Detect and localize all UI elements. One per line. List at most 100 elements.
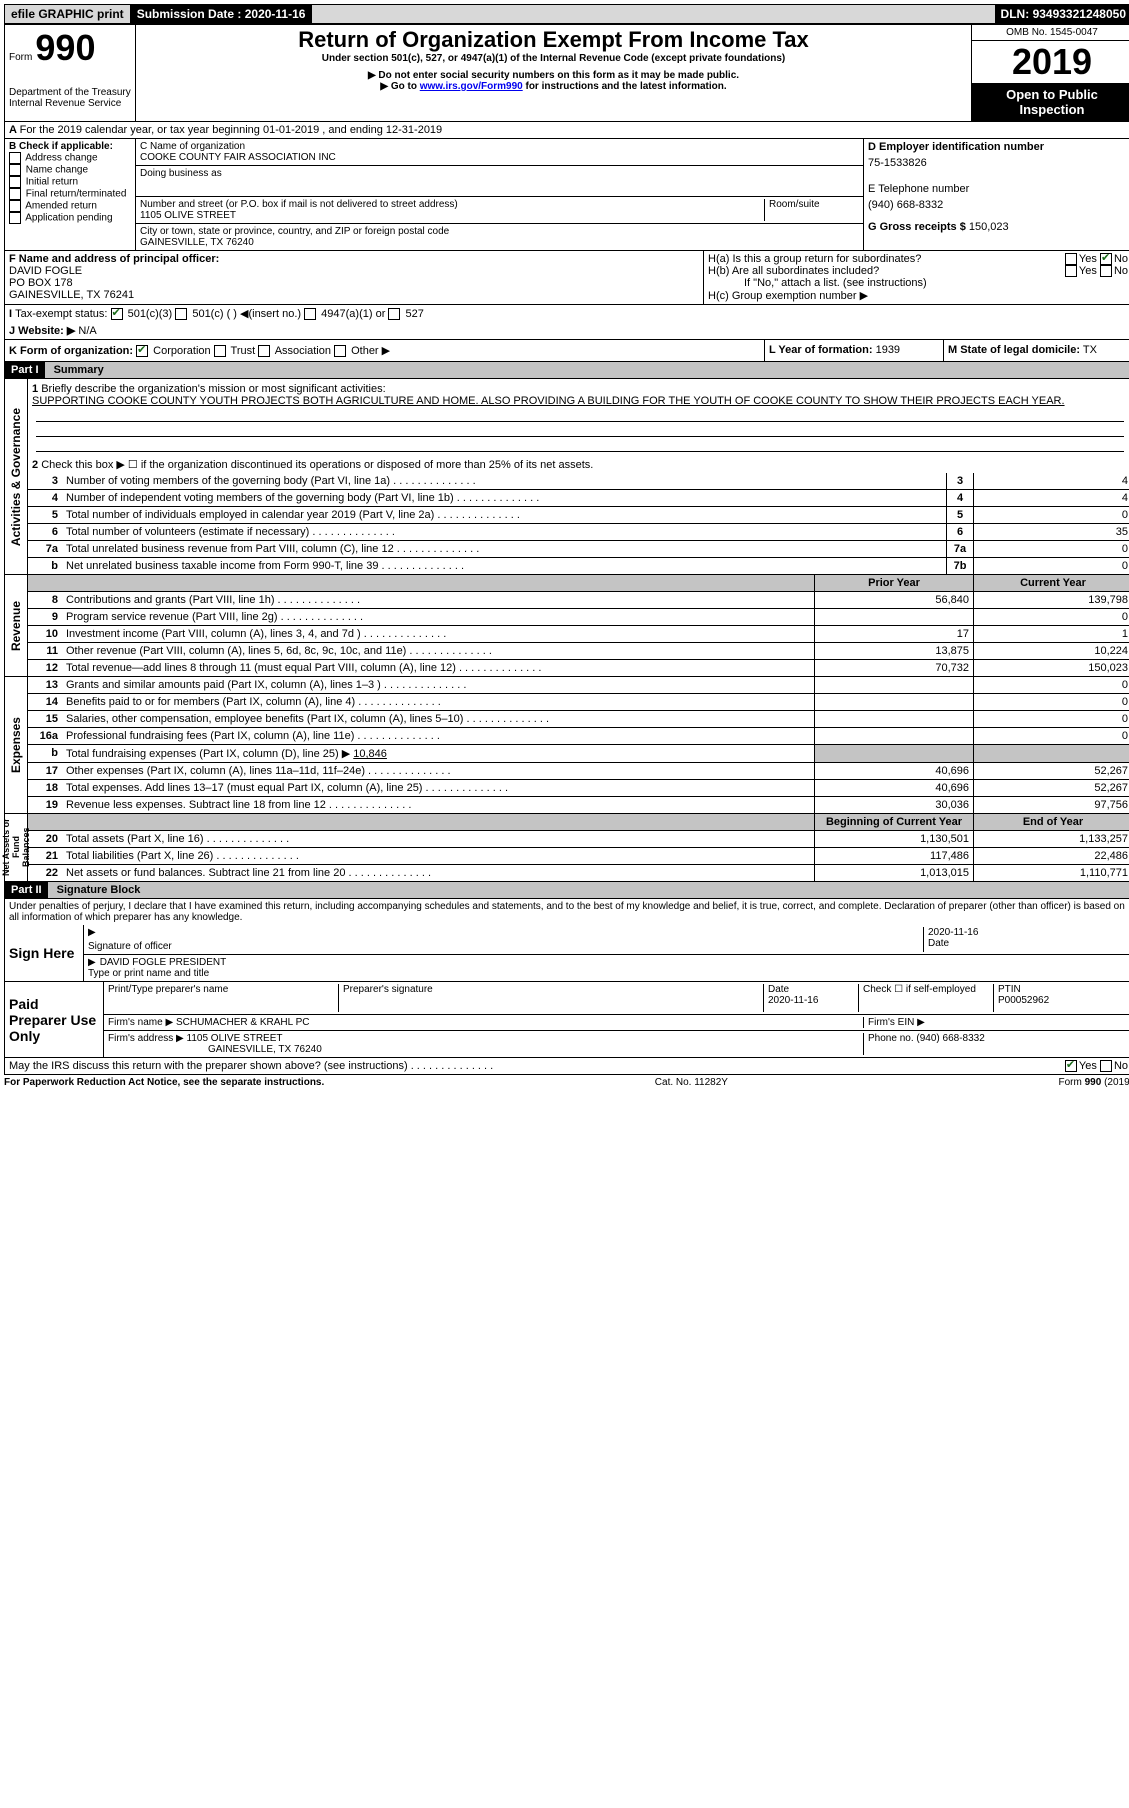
current-value: 0: [973, 609, 1129, 625]
line-value: 4: [973, 473, 1129, 489]
current-value: 52,267: [973, 780, 1129, 796]
current-value: 97,756: [973, 797, 1129, 813]
tax-status-label: Tax-exempt status:: [15, 308, 107, 320]
line-label: Other revenue (Part VIII, column (A), li…: [66, 645, 406, 657]
boxb-checkbox[interactable]: [9, 212, 21, 224]
boxk-checkbox[interactable]: [214, 345, 226, 357]
year-formation: 1939: [876, 344, 900, 356]
side-exp: Expenses: [9, 713, 23, 777]
dept-label: Department of the Treasury Internal Reve…: [9, 87, 131, 109]
line-label: Benefits paid to or for members (Part IX…: [66, 696, 355, 708]
discuss-yes-checkbox[interactable]: [1065, 1060, 1077, 1072]
l2-text: Check this box ▶ ☐ if the organization d…: [41, 459, 593, 471]
tax-status-row: I Tax-exempt status: 501(c)(3) 501(c) ( …: [9, 307, 708, 320]
form-number: 990: [35, 27, 95, 68]
period-line: A For the 2019 calendar year, or tax yea…: [4, 122, 1129, 139]
line-label: Net unrelated business taxable income fr…: [66, 560, 378, 572]
hb-no-checkbox[interactable]: [1100, 265, 1112, 277]
4947-checkbox[interactable]: [304, 308, 316, 320]
current-value: 52,267: [973, 763, 1129, 779]
line-box: 4: [946, 490, 973, 506]
note-ssn: ▶ Do not enter social security numbers o…: [140, 70, 967, 81]
discuss-label: May the IRS discuss this return with the…: [9, 1060, 408, 1072]
domicile-value: TX: [1083, 344, 1097, 356]
line-label: Total number of individuals employed in …: [66, 509, 434, 521]
boxk-checkbox[interactable]: [334, 345, 346, 357]
section-revenue: Revenue Prior Year Current Year 8 Contri…: [4, 575, 1129, 677]
side-ag: Activities & Governance: [9, 404, 23, 550]
boxb-checkbox[interactable]: [9, 164, 21, 176]
boxb-checkbox[interactable]: [9, 188, 21, 200]
footer-left: For Paperwork Reduction Act Notice, see …: [4, 1077, 324, 1088]
gross-value: 150,023: [969, 221, 1009, 233]
ha-yes-checkbox[interactable]: [1065, 253, 1077, 265]
box-h: H(a) Is this a group return for subordin…: [703, 251, 1129, 304]
527-checkbox[interactable]: [388, 308, 400, 320]
no-text: No: [1114, 265, 1128, 277]
line-box: 5: [946, 507, 973, 523]
line-label: Investment income (Part VIII, column (A)…: [66, 628, 361, 640]
line-box: 6: [946, 524, 973, 540]
part2-title: Signature Block: [51, 884, 141, 896]
boxb-checkbox[interactable]: [9, 176, 21, 188]
boxb-checkbox[interactable]: [9, 200, 21, 212]
discuss-no-checkbox[interactable]: [1100, 1060, 1112, 1072]
line-label: Number of independent voting members of …: [66, 492, 454, 504]
line-label: Contributions and grants (Part VIII, lin…: [66, 594, 275, 606]
boxk-checkbox[interactable]: [136, 345, 148, 357]
no-text: No: [1114, 1060, 1128, 1072]
current-value: 22,486: [973, 848, 1129, 864]
prior-value: 56,840: [814, 592, 973, 608]
boxb-item-label: Initial return: [26, 177, 78, 188]
form-org-label: K Form of organization:: [9, 345, 133, 357]
l16b-label: Total fundraising expenses (Part IX, col…: [66, 748, 350, 760]
dba-label: Doing business as: [140, 168, 859, 179]
part1-title: Summary: [48, 364, 104, 376]
current-value: 1: [973, 626, 1129, 642]
boxk-opt-label: Association: [272, 345, 334, 357]
fh-block: F Name and address of principal officer:…: [4, 251, 1129, 305]
hb-note: If "No," attach a list. (see instruction…: [708, 277, 1128, 289]
city-label: City or town, state or province, country…: [140, 226, 859, 237]
section-activities-governance: Activities & Governance 1 Briefly descri…: [4, 379, 1129, 575]
prior-value: [814, 728, 973, 744]
line-box: 3: [946, 473, 973, 489]
firm-addr1: 1105 OLIVE STREET: [187, 1033, 283, 1044]
ein-value: 75-1533826: [868, 153, 1128, 183]
section-net-assets: Net Assets or Fund Balances Beginning of…: [4, 814, 1129, 882]
website-label: J Website: ▶: [9, 325, 75, 337]
prior-value: 1,013,015: [814, 865, 973, 881]
page-footer: For Paperwork Reduction Act Notice, see …: [4, 1075, 1129, 1090]
501c3-checkbox[interactable]: [111, 308, 123, 320]
period-text: For the 2019 calendar year, or tax year …: [20, 124, 443, 136]
goto-post: for instructions and the latest informat…: [523, 81, 727, 92]
form990-link[interactable]: www.irs.gov/Form990: [420, 81, 523, 92]
org-name: COOKE COUNTY FAIR ASSOCIATION INC: [140, 152, 859, 163]
firm-name-label: Firm's name ▶: [108, 1017, 173, 1028]
boxk-checkbox[interactable]: [258, 345, 270, 357]
boxb-checkbox[interactable]: [9, 152, 21, 164]
phone-label: E Telephone number: [868, 183, 1128, 195]
boxk-opt-label: Trust: [228, 345, 259, 357]
opt-501c: 501(c) ( ) ◀(insert no.): [192, 308, 301, 320]
top-bar: efile GRAPHIC print Submission Date : 20…: [4, 4, 1129, 24]
l1-label: Briefly describe the organization's miss…: [41, 383, 385, 395]
firm-name: SCHUMACHER & KRAHL PC: [176, 1017, 310, 1028]
paid-preparer-label: Paid Preparer Use Only: [5, 982, 103, 1057]
hb-yes-checkbox[interactable]: [1065, 265, 1077, 277]
firm-phone-label: Phone no.: [868, 1033, 914, 1044]
part2-label: Part II: [5, 882, 48, 898]
box-f: F Name and address of principal officer:…: [5, 251, 703, 304]
firm-addr-label: Firm's address ▶: [108, 1033, 184, 1044]
year-formation-label: L Year of formation:: [769, 344, 873, 356]
yes-text: Yes: [1079, 253, 1097, 265]
footer-form-no: 990: [1085, 1077, 1102, 1088]
line-label: Total liabilities (Part X, line 26): [66, 850, 213, 862]
officer-name: DAVID FOGLE: [9, 265, 699, 277]
dln-value: 93493321248050: [1033, 7, 1126, 21]
no-text: No: [1114, 253, 1128, 265]
501c-checkbox[interactable]: [175, 308, 187, 320]
opt-4947: 4947(a)(1) or: [321, 308, 385, 320]
ha-no-checkbox[interactable]: [1100, 253, 1112, 265]
prior-value: 17: [814, 626, 973, 642]
